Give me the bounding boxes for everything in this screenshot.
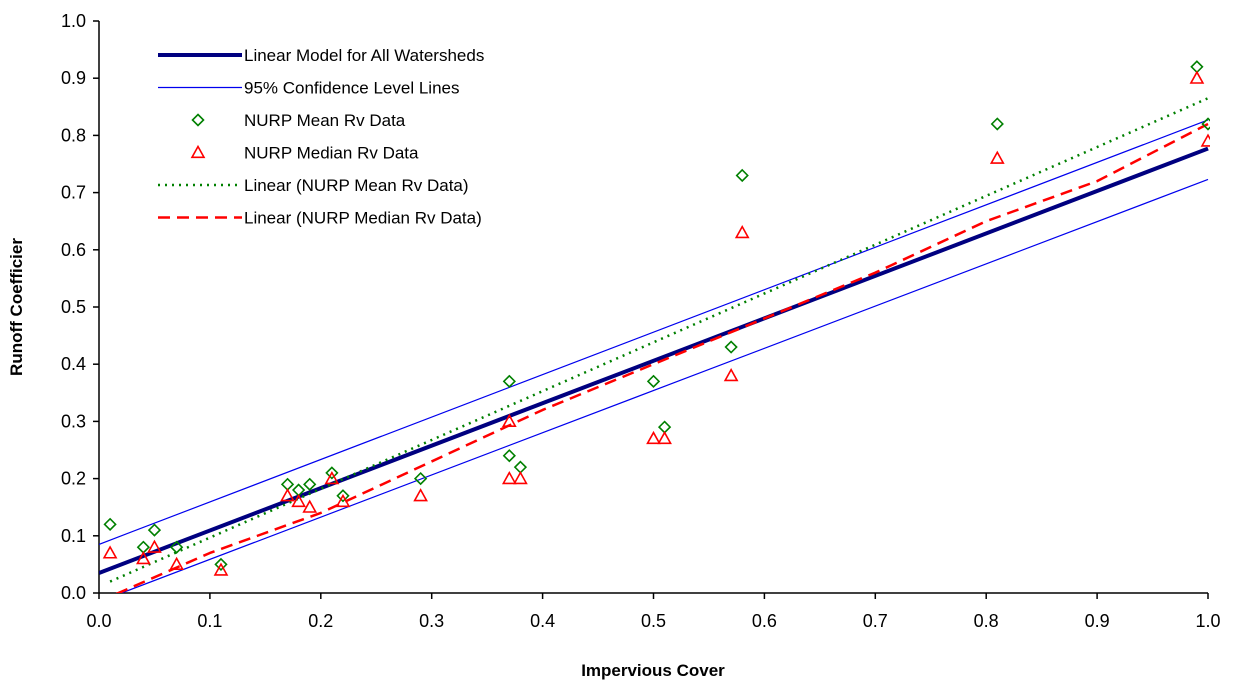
mean-data-point <box>724 340 738 354</box>
y-tick-label: 0.8 <box>61 125 86 145</box>
x-tick-label: 0.5 <box>641 611 666 631</box>
legend-label: Linear Model for All Watersheds <box>244 46 484 65</box>
series-layer <box>99 60 1210 593</box>
mean-data-point <box>413 471 428 486</box>
median-data-point <box>335 493 351 508</box>
median-data-point <box>657 430 672 445</box>
legend-swatch <box>190 144 206 159</box>
x-tick-label: 0.9 <box>1085 611 1110 631</box>
y-ticks: 0.0 0.1 0.2 0.3 0.4 0.5 0.6 0.7 0.8 0.9 1.0 <box>61 11 99 603</box>
x-tick-label: 0.8 <box>974 611 999 631</box>
median-data-point <box>989 150 1005 164</box>
legend: Linear Model for All Watersheds 95% Confi… <box>158 46 484 228</box>
mean-data-point <box>990 117 1004 131</box>
y-tick-label: 0.2 <box>61 469 86 489</box>
median-data-point <box>169 556 184 571</box>
series-line <box>99 146 1209 575</box>
series-1 <box>99 119 1209 593</box>
series-4 <box>109 97 1209 583</box>
x-tick-label: 0.1 <box>197 611 222 631</box>
y-tick-label: 0.9 <box>61 68 86 88</box>
y-tick-label: 0.1 <box>61 526 86 546</box>
mean-data-point <box>325 466 339 480</box>
series-line <box>109 97 1209 583</box>
median-data-point <box>1189 70 1205 84</box>
mean-data-point <box>1201 117 1210 131</box>
series-2 <box>103 60 1210 572</box>
mean-data-point <box>214 557 228 572</box>
y-tick-label: 0.5 <box>61 297 86 317</box>
legend-item: NURP Median Rv Data <box>190 144 419 163</box>
median-data-point <box>413 488 428 502</box>
series-clip-group <box>99 60 1210 593</box>
mean-data-point <box>336 489 350 503</box>
y-tick-label: 0.0 <box>61 583 86 603</box>
legend-item: Linear (NURP Median Rv Data) <box>158 209 482 228</box>
mean-data-point <box>103 517 117 531</box>
median-data-point <box>646 430 661 445</box>
legend-swatch <box>191 113 205 127</box>
y-tick-label: 0.4 <box>61 354 86 374</box>
confidence-line <box>99 119 1209 545</box>
mean-data-point <box>735 168 749 183</box>
median-data-point <box>324 470 340 485</box>
x-tick-label: 0.0 <box>86 611 111 631</box>
x-tick-label: 0.6 <box>752 611 777 631</box>
median-data-point <box>136 551 151 565</box>
legend-item: NURP Mean Rv Data <box>191 111 406 130</box>
mean-data-point <box>147 523 162 537</box>
median-data-point <box>501 470 517 485</box>
median-data-point <box>1200 133 1210 147</box>
x-tick-label: 0.2 <box>308 611 333 631</box>
y-tick-label: 0.3 <box>61 411 86 431</box>
legend-label: NURP Mean Rv Data <box>244 111 406 130</box>
x-tick-label: 1.0 <box>1195 611 1220 631</box>
mean-data-point <box>502 449 516 463</box>
median-data-point <box>147 539 162 553</box>
legend-label: Linear (NURP Mean Rv Data) <box>244 176 469 195</box>
mean-data-point <box>169 540 184 554</box>
median-data-point <box>280 488 295 502</box>
legend-item: Linear Model for All Watersheds <box>158 46 484 65</box>
legend-item: Linear (NURP Mean Rv Data) <box>158 176 469 195</box>
mean-data-point <box>303 477 317 491</box>
x-ticks: 0.0 0.1 0.2 0.3 0.4 0.5 0.6 0.7 0.8 0.9 1.0 <box>86 593 1221 631</box>
y-axis-title: Runoff Coefficier <box>7 238 26 376</box>
legend-item: 95% Confidence Level Lines <box>158 79 459 98</box>
median-data-point <box>102 545 118 559</box>
series-3 <box>102 70 1210 576</box>
median-data-point <box>723 367 739 382</box>
median-data-point <box>501 413 517 428</box>
median-data-point <box>302 499 318 513</box>
median-data-point <box>213 562 229 576</box>
median-data-point <box>291 493 306 508</box>
median-data-point <box>734 224 750 239</box>
legend-label: 95% Confidence Level Lines <box>244 79 459 98</box>
series-line <box>115 122 1209 593</box>
legend-label: Linear (NURP Median Rv Data) <box>244 209 482 228</box>
x-tick-label: 0.7 <box>863 611 888 631</box>
series-0 <box>99 146 1209 575</box>
x-tick-label: 0.3 <box>419 611 444 631</box>
y-tick-label: 1.0 <box>61 11 86 31</box>
median-data-point <box>513 470 528 485</box>
confidence-line <box>119 178 1209 593</box>
series-5 <box>115 122 1209 593</box>
y-tick-label: 0.7 <box>61 183 86 203</box>
mean-data-point <box>646 374 661 388</box>
x-axis-title: Impervious Cover <box>581 661 725 680</box>
legend-label: NURP Median Rv Data <box>244 144 419 163</box>
mean-data-point <box>502 374 516 388</box>
x-tick-label: 0.4 <box>530 611 555 631</box>
y-tick-label: 0.6 <box>61 240 86 260</box>
